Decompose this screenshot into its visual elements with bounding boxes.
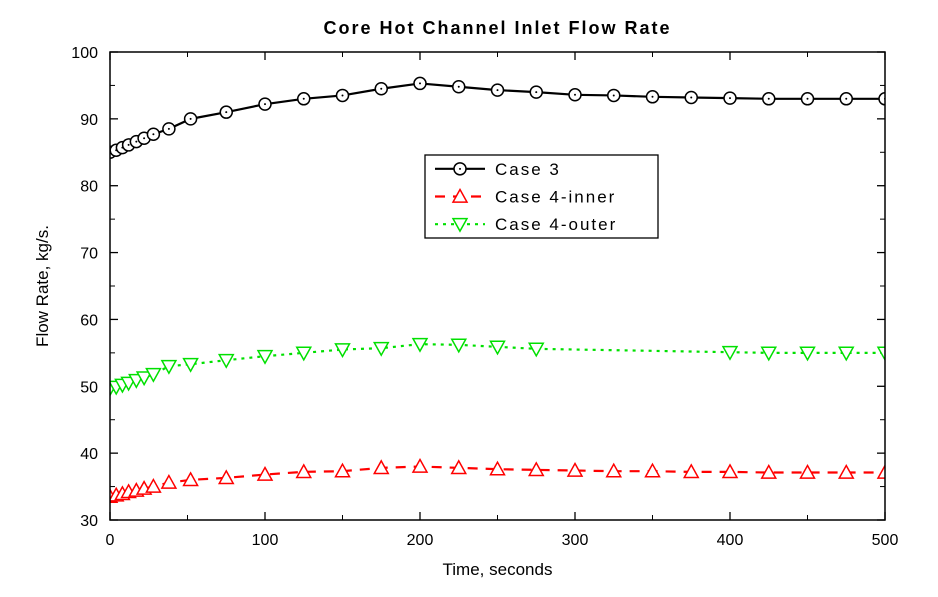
x-tick-label: 300 xyxy=(562,532,589,549)
y-tick-label: 100 xyxy=(71,45,98,62)
chart-container: Core Hot Channel Inlet Flow Rate 0 100 200 3… xyxy=(0,0,938,597)
y-tick-label: 50 xyxy=(80,379,98,396)
legend-label: Case 4-outer xyxy=(495,215,617,234)
x-tick-label: 500 xyxy=(872,532,899,549)
y-tick-label: 70 xyxy=(80,246,98,263)
x-tick-label: 200 xyxy=(407,532,434,549)
x-tick-label: 100 xyxy=(252,532,279,549)
x-axis-label: Time, seconds xyxy=(443,560,553,579)
y-tick-label: 60 xyxy=(80,312,98,329)
y-axis-label: Flow Rate, kg/s. xyxy=(33,225,52,347)
x-tick-label: 400 xyxy=(717,532,744,549)
flow-rate-chart: Core Hot Channel Inlet Flow Rate 0 100 200 3… xyxy=(0,0,938,597)
legend-label: Case 4-inner xyxy=(495,188,616,207)
y-tick-label: 80 xyxy=(80,179,98,196)
x-tick-label: 0 xyxy=(106,532,115,549)
chart-title: Core Hot Channel Inlet Flow Rate xyxy=(323,18,671,38)
y-tick-label: 90 xyxy=(80,112,98,129)
y-tick-label: 40 xyxy=(80,446,98,463)
y-tick-label: 30 xyxy=(80,513,98,530)
legend-label: Case 3 xyxy=(495,160,561,179)
